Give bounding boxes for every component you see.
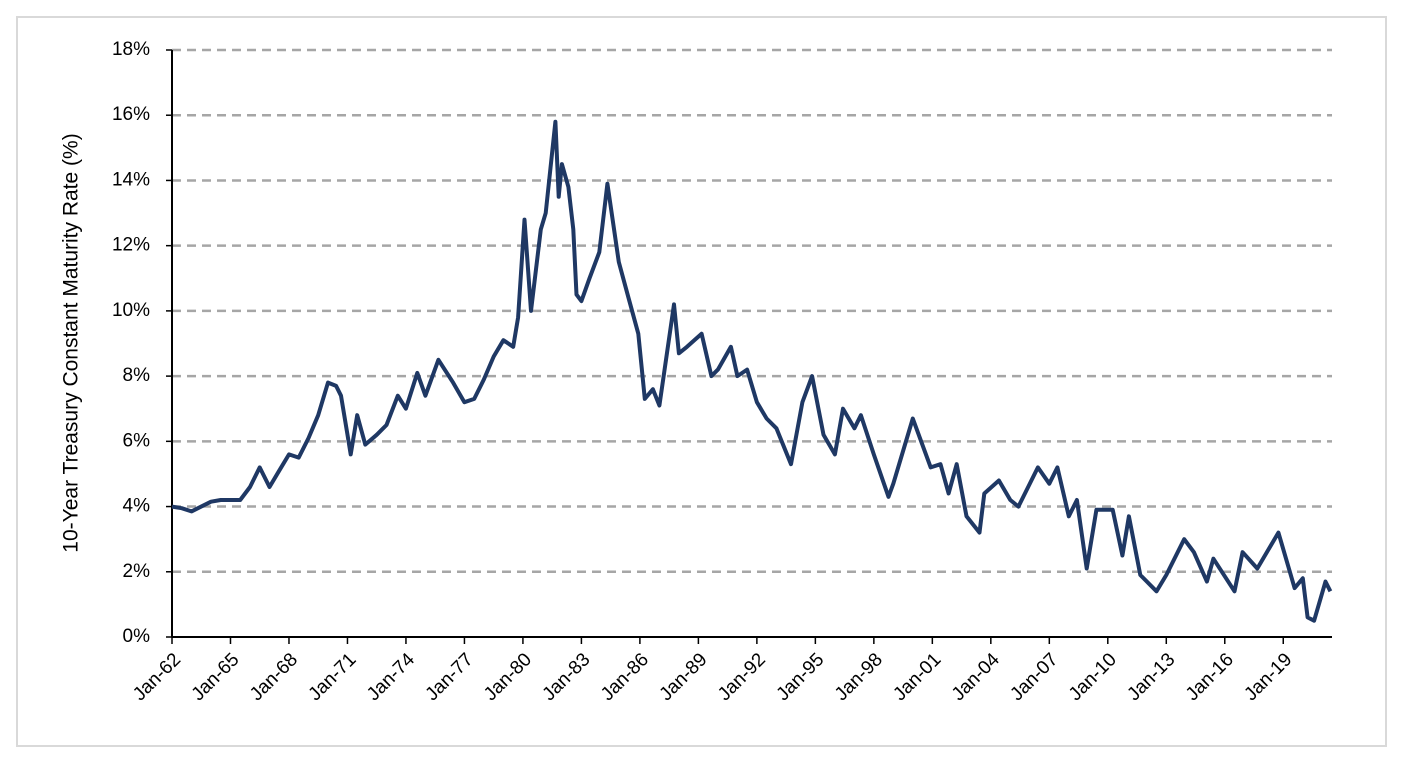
y-tick-label: 4% [123, 496, 151, 517]
chart-frame [16, 16, 1387, 747]
y-tick-label: 12% [112, 235, 150, 256]
y-tick-label: 0% [123, 626, 151, 647]
y-tick-label: 18% [112, 39, 150, 60]
rate-line [171, 119, 1333, 623]
y-tick-label: 14% [112, 169, 150, 190]
y-axis-label: 10-Year Treasury Constant Maturity Rate … [60, 133, 83, 552]
y-tick-label: 10% [112, 300, 150, 321]
y-tick-label: 16% [112, 104, 150, 125]
y-tick-label: 2% [123, 561, 151, 582]
y-tick-label: 8% [123, 365, 151, 386]
y-tick-label: 6% [123, 430, 151, 451]
